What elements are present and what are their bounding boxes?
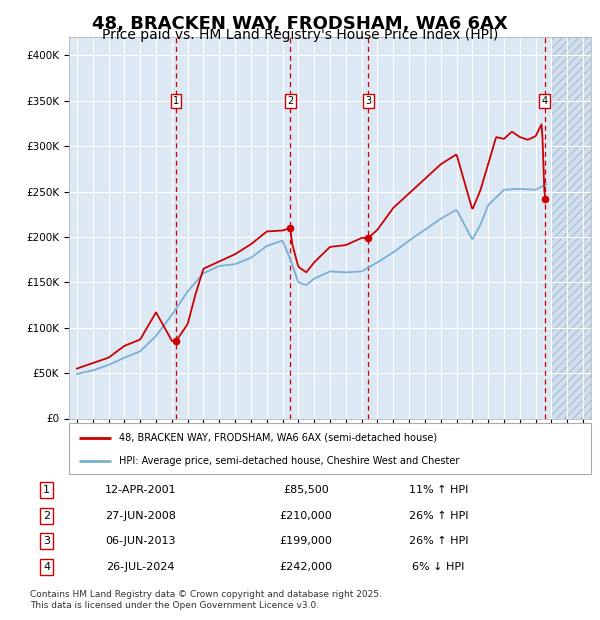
Text: 4: 4 [542,95,548,106]
Text: 3: 3 [365,95,371,106]
Text: 2: 2 [287,95,293,106]
Text: 26% ↑ HPI: 26% ↑ HPI [409,536,468,546]
Text: 4: 4 [43,562,50,572]
Text: HPI: Average price, semi-detached house, Cheshire West and Chester: HPI: Average price, semi-detached house,… [119,456,459,466]
Text: £242,000: £242,000 [280,562,332,572]
Text: 6% ↓ HPI: 6% ↓ HPI [412,562,464,572]
Bar [551,37,591,418]
Text: 26-JUL-2024: 26-JUL-2024 [106,562,175,572]
Text: Contains HM Land Registry data © Crown copyright and database right 2025.
This d: Contains HM Land Registry data © Crown c… [30,590,382,609]
Text: 26% ↑ HPI: 26% ↑ HPI [409,511,468,521]
Text: £199,000: £199,000 [280,536,332,546]
Text: £85,500: £85,500 [283,485,329,495]
Text: 1: 1 [43,485,50,495]
Text: Price paid vs. HM Land Registry's House Price Index (HPI): Price paid vs. HM Land Registry's House … [102,28,498,42]
Text: 12-APR-2001: 12-APR-2001 [104,485,176,495]
Text: 27-JUN-2008: 27-JUN-2008 [105,511,176,521]
Text: 3: 3 [43,536,50,546]
Text: 06-JUN-2013: 06-JUN-2013 [105,536,176,546]
Text: 48, BRACKEN WAY, FRODSHAM, WA6 6AX: 48, BRACKEN WAY, FRODSHAM, WA6 6AX [92,16,508,33]
Text: 48, BRACKEN WAY, FRODSHAM, WA6 6AX (semi-detached house): 48, BRACKEN WAY, FRODSHAM, WA6 6AX (semi… [119,433,437,443]
Text: 1: 1 [173,95,179,106]
Text: £210,000: £210,000 [280,511,332,521]
Text: 2: 2 [43,511,50,521]
Text: 11% ↑ HPI: 11% ↑ HPI [409,485,468,495]
